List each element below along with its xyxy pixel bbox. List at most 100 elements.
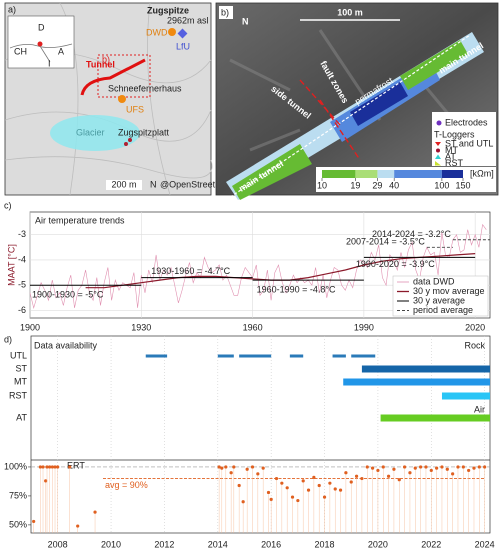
colorbar-segment <box>322 170 356 178</box>
legend-label: Electrodes <box>445 117 488 127</box>
ert-point <box>403 465 407 469</box>
ert-point <box>285 486 289 490</box>
legend-symbol <box>435 154 441 159</box>
colorbar-segment <box>377 170 395 178</box>
y-tick-label: 75% <box>9 490 27 500</box>
ert-point <box>424 465 428 469</box>
legend-label: AT <box>445 151 456 161</box>
ert-point <box>360 476 364 481</box>
ert-point <box>237 483 241 488</box>
tunnel-segment <box>350 82 408 126</box>
ert-point <box>76 524 80 528</box>
glacier <box>50 115 140 151</box>
x-tick-label: 1960 <box>243 322 263 332</box>
ert-point <box>365 465 369 469</box>
colorbar-tick-label: 10 <box>317 180 327 190</box>
ert-point <box>440 465 444 469</box>
panel-d: d) 2008 2010 2012 2014 2016 2018 2020 2022 2024 Da… <box>4 334 495 549</box>
y-tick-label: -6 <box>18 305 26 315</box>
average-label: 1930-1960 = -4.7°C <box>151 266 230 276</box>
panel-label: d) <box>4 334 12 344</box>
x-tick-label: 2008 <box>48 539 68 549</box>
place-label: Zugspitzplatt <box>118 127 170 137</box>
y-tick-label: -4 <box>18 254 26 264</box>
tunnel-segment <box>400 40 468 90</box>
legend-label: T-Loggers <box>434 129 475 139</box>
north-label: N <box>150 179 157 189</box>
ert-point <box>56 465 60 469</box>
x-tick-label: 2020 <box>465 322 485 332</box>
availability-bar <box>332 354 346 358</box>
y-tick-label: 50% <box>9 519 27 529</box>
average-label: 1960-1990 = -4.8°C <box>257 285 336 295</box>
inset-label: I <box>48 58 51 68</box>
north-label: N <box>242 16 249 26</box>
legend-label: RST <box>445 158 464 168</box>
colorbar-tick-label: 40 <box>389 180 399 190</box>
panel-label: c) <box>4 200 12 210</box>
y-tick-label: -5 <box>18 280 26 290</box>
colorbar: 10 19 29 40 100 150[kΩm] <box>316 167 496 192</box>
colorbar-tick-label: 19 <box>350 180 360 190</box>
y-axis-label: MAAT [°C] <box>6 244 16 286</box>
ert-point <box>241 500 245 504</box>
row-label: RST <box>9 390 28 400</box>
y-tick-label: 100% <box>4 461 27 471</box>
legend-box <box>432 112 496 166</box>
average-label: 1900-1930 = -5°C <box>32 290 104 300</box>
ert-point <box>290 495 295 499</box>
ert-point <box>280 481 284 485</box>
ert-point <box>445 467 449 471</box>
availability-bar <box>145 354 168 358</box>
ert-point <box>413 466 417 470</box>
inset-location <box>37 41 43 47</box>
tunnel-label: Tunnel <box>86 59 115 69</box>
map-b: b) N 100 m fault zones main tunnel main … <box>215 2 499 201</box>
scale-label: 200 m <box>111 179 136 189</box>
row-label: AT <box>16 412 27 422</box>
y-tick-label: -3 <box>18 229 26 239</box>
ert-point <box>419 465 423 469</box>
average-label: 1990-2020 = -3.9°C <box>356 259 435 269</box>
plot-frame <box>30 335 491 534</box>
ert-point <box>451 472 455 476</box>
x-tick-label: 2020 <box>368 539 388 549</box>
legend-symbol <box>435 142 441 146</box>
annotation: Rock <box>464 340 485 350</box>
dwd-station <box>168 28 176 36</box>
ert-point <box>338 488 343 492</box>
availability-bar <box>289 354 304 358</box>
x-tick-label: 2010 <box>101 539 121 549</box>
ufs-label: UFS <box>126 104 144 114</box>
ert-point <box>472 466 476 470</box>
colorbar-segment <box>355 170 378 178</box>
ert-point <box>261 466 265 470</box>
point <box>128 138 132 142</box>
x-tick-label: 1900 <box>20 322 40 332</box>
ert-point <box>370 466 375 470</box>
legend-label: ST and UTL <box>445 138 493 148</box>
ert-point <box>41 465 45 469</box>
x-tick-label: 1990 <box>354 322 374 332</box>
availability-bar <box>351 354 376 358</box>
ert-point <box>333 487 337 491</box>
x-tick-label: 2018 <box>315 539 335 549</box>
colorbar-segment <box>441 170 463 178</box>
legend-symbol <box>436 120 442 126</box>
lfu-station <box>177 28 188 39</box>
elevation-label: 2962m asl <box>167 15 209 25</box>
inset-borders <box>9 43 73 63</box>
peak-label: Zugspitze <box>147 5 189 15</box>
x-tick-label: 2016 <box>261 539 281 549</box>
ert-point <box>386 474 391 478</box>
panel-label: a) <box>8 4 16 14</box>
fault-zones <box>299 79 361 161</box>
ert-point <box>269 497 273 501</box>
ert-point <box>328 481 332 485</box>
ert-point <box>250 465 255 469</box>
point <box>124 142 128 146</box>
ert-point <box>477 465 481 469</box>
x-tick-label: 2012 <box>154 539 174 549</box>
ert-point <box>38 465 42 469</box>
